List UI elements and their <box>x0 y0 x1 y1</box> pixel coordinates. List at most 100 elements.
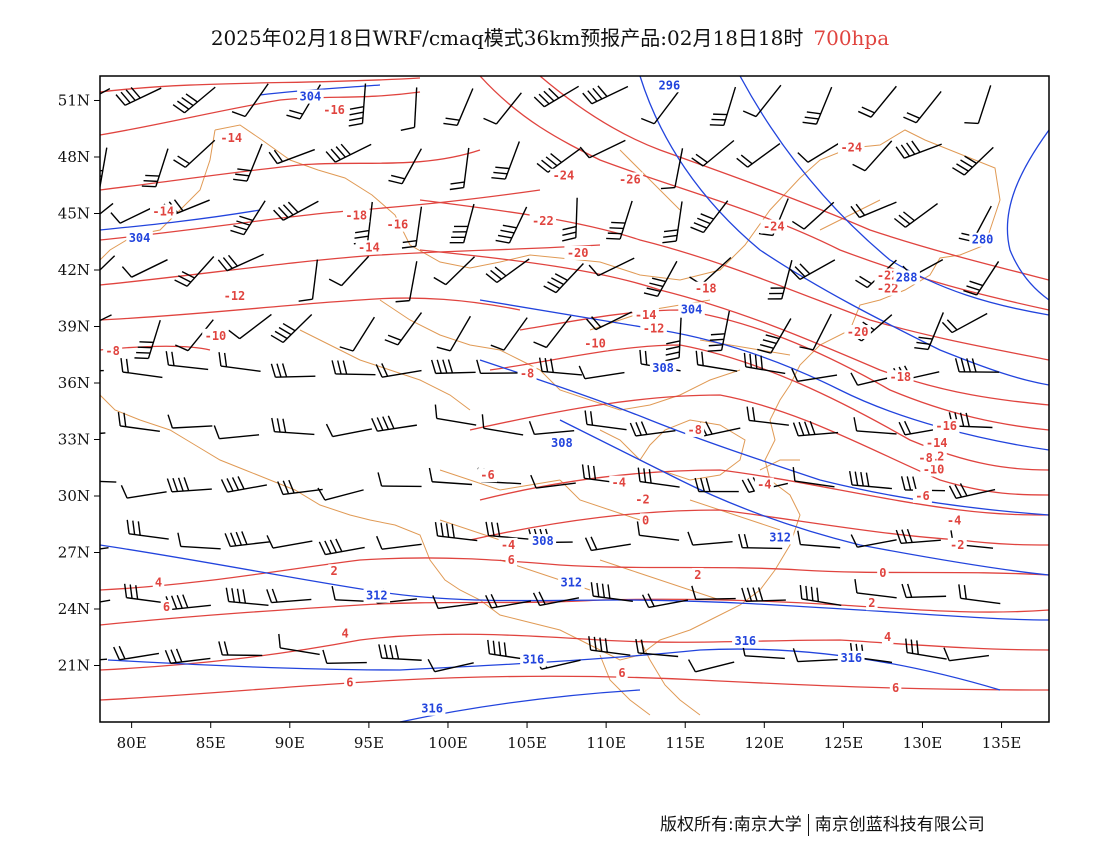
temperature-label: -10 <box>923 463 945 477</box>
temperature-label: -2 <box>950 538 964 552</box>
pressure-level: 700hpa <box>813 26 890 50</box>
temperature-label-bg <box>218 131 245 146</box>
lat-label: 39N <box>58 317 90 335</box>
temperature-label: -24 <box>763 220 785 234</box>
map-background <box>100 76 1049 722</box>
wind-barb <box>433 256 476 286</box>
height-labels: 304 296 304 280 288 304 308 308 308 312 312 312 316 3… <box>126 78 996 716</box>
wind-barb <box>789 259 836 280</box>
temperature-label: -10 <box>205 329 227 343</box>
copyright-company: 南京创蓝科技有限公司 <box>814 815 985 835</box>
temperature-label-bg <box>550 168 577 183</box>
wind-barb <box>528 420 575 436</box>
wind-barb <box>895 528 941 544</box>
wind-barb <box>449 147 470 191</box>
wind-barb <box>641 91 679 125</box>
wind-barb <box>665 317 682 362</box>
wind-barb <box>377 472 422 488</box>
wind-barb <box>694 477 739 493</box>
temperature-label-bg <box>581 336 609 351</box>
temperature-label: -12 <box>643 321 665 335</box>
wind-barb <box>174 319 214 352</box>
height-label: 316 <box>421 702 443 716</box>
temperature-label-bg <box>685 422 705 437</box>
wind-barb <box>742 84 782 118</box>
temperature-label-bg <box>564 245 591 260</box>
wind-barb <box>857 85 897 118</box>
wind-barb <box>490 317 528 351</box>
height-label-bg <box>529 534 557 549</box>
copyright-owner: 版权所有:南京大学 <box>660 815 802 835</box>
temperature-label: 2 <box>868 596 875 610</box>
lon-label: 135E <box>982 734 1022 752</box>
wind-barb <box>853 417 897 435</box>
wind-barb <box>905 638 947 660</box>
temperature-label: -4 <box>757 478 771 492</box>
wind-barb <box>218 352 261 372</box>
wind-barb <box>743 352 786 375</box>
temperature-label: -20 <box>847 325 869 339</box>
wind-barb <box>376 535 422 550</box>
wind-barb <box>174 256 215 287</box>
height-label-bg <box>649 360 677 375</box>
wind-barb <box>954 358 1000 373</box>
wind-barb <box>584 536 631 552</box>
temperature-label-bg <box>320 102 348 117</box>
wind-barb <box>218 641 263 657</box>
temperature-label: 0 <box>879 566 886 580</box>
height-label-bg <box>520 652 547 667</box>
wind-barb <box>533 315 572 349</box>
wind-barb <box>100 87 111 95</box>
wind-barb <box>736 142 781 168</box>
temperature-label: -16 <box>323 103 345 117</box>
temperature-label-bg <box>923 436 950 451</box>
lat-label: 51N <box>58 91 90 109</box>
lat-label: 42N <box>58 261 90 279</box>
lat-label: 30N <box>58 487 90 505</box>
temperature-label-bg <box>609 475 629 490</box>
height-label: 288 <box>896 270 918 284</box>
wind-barb <box>850 534 897 548</box>
lon-label: 85E <box>196 734 226 752</box>
wind-barb <box>691 585 736 601</box>
height-label: 296 <box>659 78 681 92</box>
temperature-label-bg <box>616 665 628 680</box>
temperature-label-bg <box>838 140 865 155</box>
temperature-label: -24 <box>840 140 862 154</box>
height-label-bg <box>969 232 996 247</box>
wind-barb <box>586 311 632 331</box>
wind-barb <box>641 593 689 609</box>
lat-label: 21N <box>58 656 90 674</box>
wind-barb <box>952 146 994 176</box>
temperature-label: -18 <box>695 282 717 296</box>
height-label: 312 <box>769 530 791 544</box>
wind-barb <box>430 359 476 375</box>
wind-barb <box>741 587 786 603</box>
temperature-label: -22 <box>877 269 899 283</box>
wind-barb <box>695 350 738 372</box>
wind-barb <box>172 86 216 114</box>
temperature-label: -18 <box>889 370 911 384</box>
height-label-bg <box>732 633 759 648</box>
height-label: 308 <box>532 534 554 548</box>
temperature-label-bg <box>887 370 914 385</box>
height-label-bg <box>558 575 585 590</box>
temperature-label-bg <box>692 281 720 296</box>
temperature-label: 6 <box>346 675 353 689</box>
wind-barb <box>273 200 319 221</box>
lat-label: 33N <box>58 430 90 448</box>
temperature-label-bg <box>384 217 411 232</box>
height-label-bg <box>418 701 446 716</box>
lon-label: 115E <box>665 734 705 752</box>
wind-barb <box>662 201 683 244</box>
wind-barb <box>582 85 629 105</box>
wind-barb <box>590 582 633 603</box>
temperature-label: -20 <box>567 246 589 260</box>
wind-barb <box>709 86 737 126</box>
wind-barb <box>230 200 266 236</box>
wind-barb <box>481 414 524 436</box>
temperature-label: -6 <box>480 468 494 482</box>
temperature-label: -2 <box>635 493 649 507</box>
wind-barb <box>173 139 216 168</box>
height-label-bg <box>548 436 576 451</box>
